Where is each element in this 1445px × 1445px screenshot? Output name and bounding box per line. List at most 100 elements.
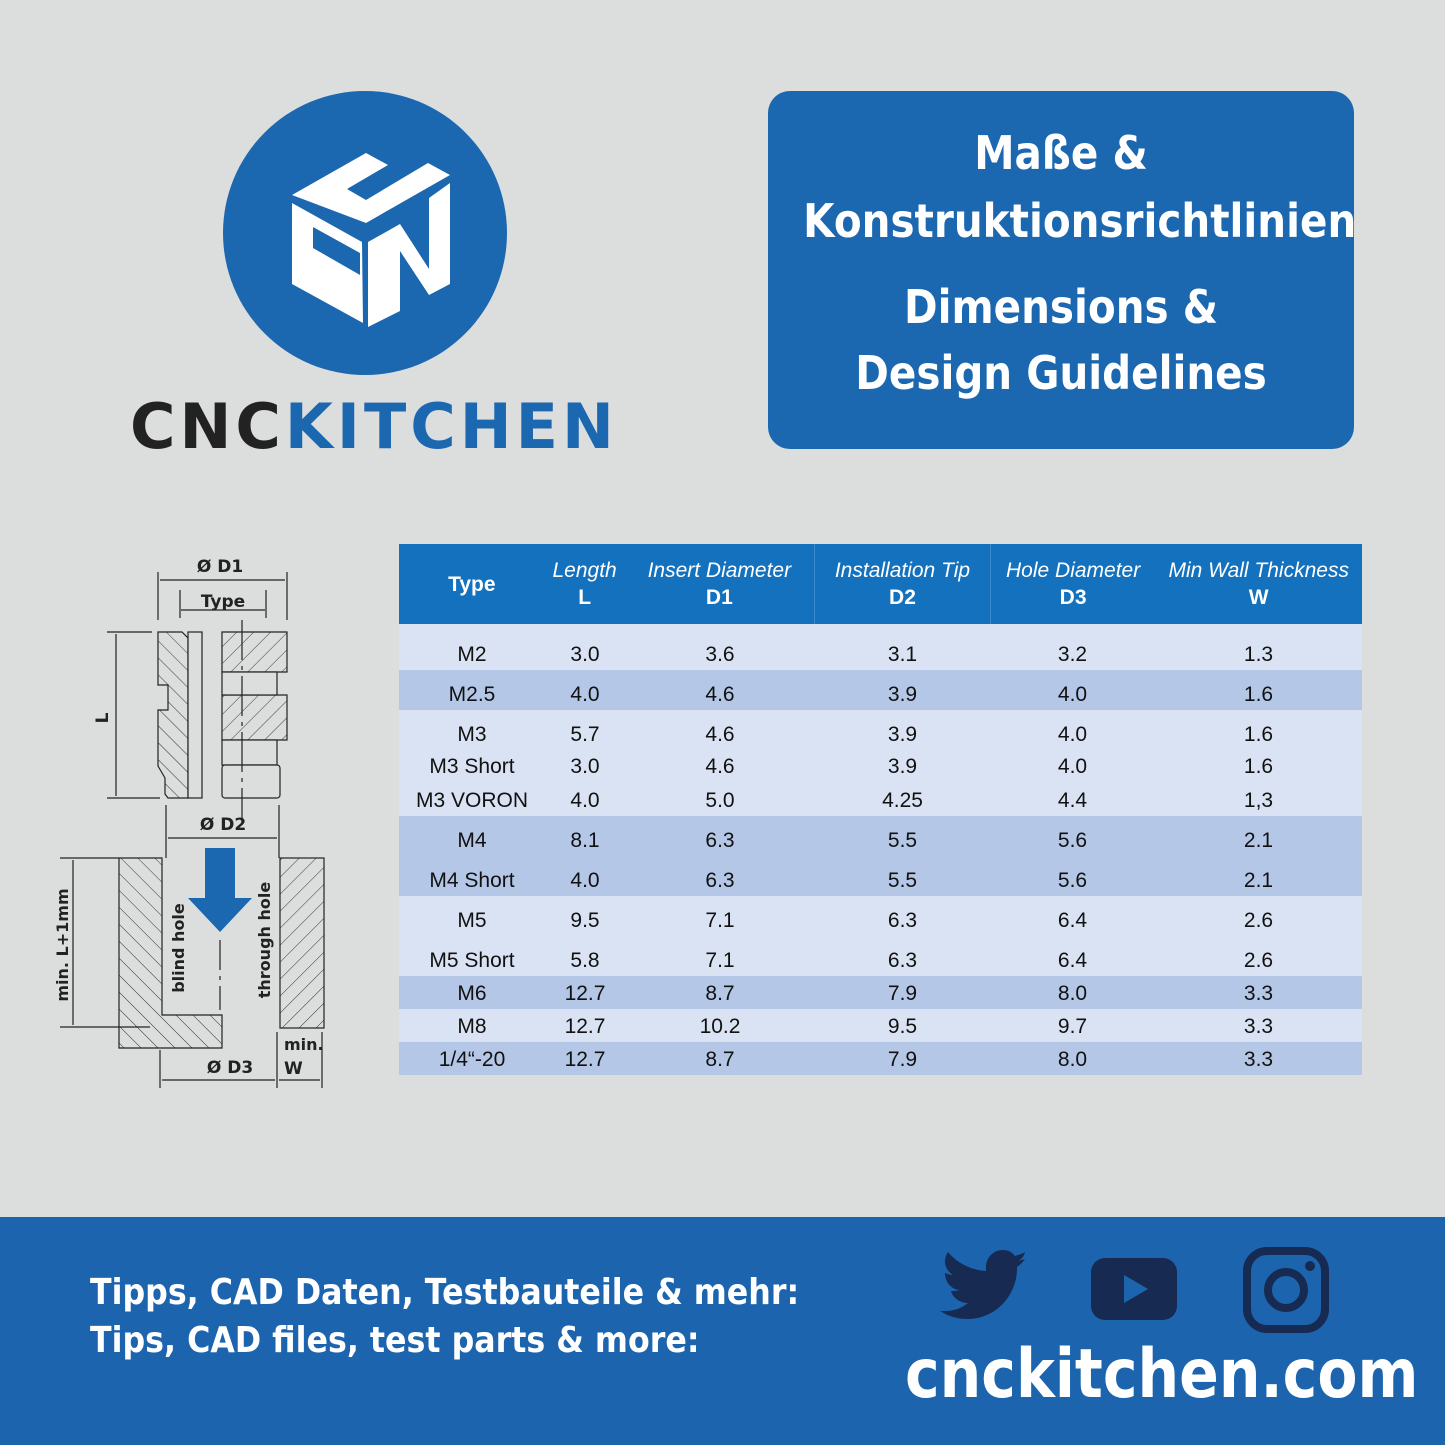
table-row: M2.5 4.0 4.6 3.9 4.0 1.6 [399,670,1362,710]
cell-length: 5.7 [570,723,600,746]
label-d1: Ø D1 [197,557,243,577]
header-insert-diameter: Insert Diameter D1 [647,559,792,609]
cell-type: 1/4“-20 [438,1048,506,1071]
cell-hole-diameter: 8.0 [1057,1048,1088,1071]
cell-type: M8 [457,1015,487,1038]
cell-length: 9.5 [570,909,600,932]
twitter-icon[interactable] [938,1250,1030,1328]
cell-insert-diameter: 4.6 [705,683,735,706]
cell-type: M3 [457,723,487,746]
website-link[interactable]: cnckitchen.com [905,1335,1419,1414]
cell-installation-tip: 6.3 [887,949,918,972]
footer-line-en: Tips, CAD files, test parts & more: [90,1320,700,1361]
cell-insert-diameter: 4.6 [705,755,735,778]
cnc-kitchen-wordmark: CNCKITCHEN [130,390,614,463]
logo-circle [223,91,507,375]
cell-insert-diameter: 6.3 [705,829,735,852]
label-through-hole: through hole [255,882,274,999]
header-installation-tip: Installation Tip D2 [814,544,990,624]
cell-installation-tip: 4.25 [882,789,923,812]
table-row: M5 9.5 7.1 6.3 6.4 2.6 [399,896,1362,936]
cell-type: M4 Short [429,869,515,892]
cell-installation-tip: 3.9 [887,723,918,746]
cell-min-wall-thickness: 2.1 [1243,869,1274,892]
cell-min-wall-thickness: 1.6 [1243,723,1274,746]
instagram-icon[interactable] [1242,1246,1330,1334]
table-row: M2 3.0 3.6 3.1 3.2 1.3 [399,624,1362,670]
cell-hole-diameter: 6.4 [1057,949,1088,972]
title-en-line2: Design Guidelines [855,346,1267,400]
table-row: M3 Short 3.0 4.6 3.9 4.0 1.6 [399,750,1362,782]
cell-min-wall-thickness: 1.3 [1243,643,1274,666]
cell-length: 5.8 [570,949,600,972]
cell-hole-diameter: 9.7 [1057,1015,1088,1038]
cell-insert-diameter: 7.1 [705,949,735,972]
cube-logo-icon [292,153,450,327]
cell-length: 3.0 [570,755,600,778]
youtube-icon[interactable] [1090,1257,1178,1321]
cell-hole-diameter: 4.0 [1057,755,1088,778]
title-box: Maße & Konstruktionsrichtlinien Dimensio… [768,91,1357,449]
cell-length: 8.1 [570,829,600,852]
cell-min-wall-thickness: 2.6 [1243,909,1274,932]
cell-type: M2 [457,643,487,666]
cell-installation-tip: 9.5 [887,1015,918,1038]
table-header: Type Length L Insert Diameter D1 Installat… [399,544,1362,624]
cell-type: M2.5 [448,683,496,706]
label-blind-hole: blind hole [169,903,188,993]
cell-length: 12.7 [564,982,606,1005]
wordmark-kitchen: KITCHEN [284,390,618,463]
cell-installation-tip: 3.9 [887,755,918,778]
insert-diagram: Ø D1 Type L Ø D2 min. L+1mm blind hole t… [53,557,325,1088]
title-en-line1: Dimensions & [903,280,1219,334]
cell-length: 12.7 [564,1015,606,1038]
header-length: Length L [552,559,617,609]
table-row: M3 VORON 4.0 5.0 4.25 4.4 1,3 [399,782,1362,816]
cell-length: 4.0 [570,789,600,812]
title-de-line1: Maße & [974,126,1148,180]
table-row: M6 12.7 8.7 7.9 8.0 3.3 [399,976,1362,1009]
header-min-wall-thickness: Min Wall Thickness W [1168,559,1349,609]
cell-type: M3 Short [429,755,515,778]
dimensions-table: Type Length L Insert Diameter D1 Installat… [399,544,1362,1075]
label-type: Type [201,592,245,612]
cell-installation-tip: 5.5 [887,869,918,892]
table-row: M4 Short 4.0 6.3 5.5 5.6 2.1 [399,856,1362,896]
insertion-arrow-icon [188,848,252,932]
cell-insert-diameter: 4.6 [705,723,735,746]
cell-hole-diameter: 5.6 [1057,869,1088,892]
cell-installation-tip: 5.5 [887,829,918,852]
cell-min-wall-thickness: 1.6 [1243,683,1274,706]
cell-type: M5 [457,909,487,932]
cell-insert-diameter: 3.6 [705,643,735,666]
cell-min-wall-thickness: 1,3 [1243,789,1274,812]
table-row: M3 5.7 4.6 3.9 4.0 1.6 [399,710,1362,750]
cell-type: M3 VORON [415,789,528,812]
cell-hole-diameter: 4.4 [1057,789,1088,812]
cell-type: M6 [457,982,487,1005]
cell-length: 3.0 [570,643,600,666]
wordmark-cnc: CNC [130,390,285,463]
cell-min-wall-thickness: 2.1 [1243,829,1274,852]
cell-length: 4.0 [570,869,600,892]
table-row: 1/4“-20 12.7 8.7 7.9 8.0 3.3 [399,1042,1362,1075]
cell-insert-diameter: 10.2 [699,1015,741,1038]
cell-hole-diameter: 3.2 [1057,643,1088,666]
cell-installation-tip: 7.9 [887,982,918,1005]
label-w: W [284,1059,303,1079]
cell-insert-diameter: 8.7 [705,982,735,1005]
cell-length: 12.7 [564,1048,606,1071]
cell-installation-tip: 7.9 [887,1048,918,1071]
header-type: Type [448,572,496,596]
cell-insert-diameter: 7.1 [705,909,735,932]
cell-min-wall-thickness: 2.6 [1243,949,1274,972]
cell-hole-diameter: 6.4 [1057,909,1088,932]
label-d3: Ø D3 [207,1058,253,1078]
cell-length: 4.0 [570,683,600,706]
title-de-line2: Konstruktionsrichtlinien [803,194,1357,248]
label-min: min. [284,1035,324,1054]
label-d2: Ø D2 [200,815,246,835]
cell-hole-diameter: 4.0 [1057,683,1088,706]
cell-min-wall-thickness: 1.6 [1243,755,1274,778]
cell-hole-diameter: 4.0 [1057,723,1088,746]
